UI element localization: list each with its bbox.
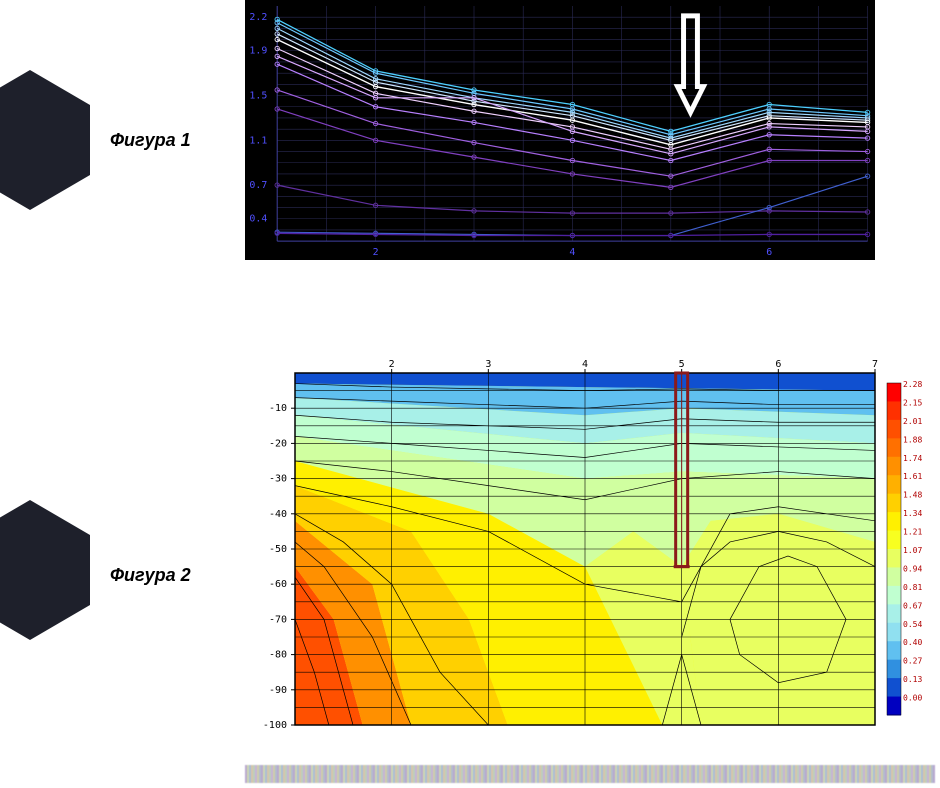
svg-text:2.15: 2.15 — [903, 398, 922, 407]
svg-text:1.74: 1.74 — [903, 454, 922, 463]
svg-text:6: 6 — [766, 247, 772, 258]
svg-text:1.48: 1.48 — [903, 491, 922, 500]
svg-text:2.28: 2.28 — [903, 380, 922, 389]
svg-text:2: 2 — [373, 247, 379, 258]
svg-text:0.40: 0.40 — [903, 638, 922, 647]
hex-marker-1 — [0, 70, 90, 210]
line-chart-panel: 0.4 0.7 1.1 1.5 1.9 2.2 2 4 6 — [245, 0, 875, 260]
svg-text:-90: -90 — [269, 685, 287, 696]
svg-text:-10: -10 — [269, 403, 287, 414]
svg-text:-30: -30 — [269, 474, 287, 485]
svg-text:1.07: 1.07 — [903, 546, 922, 555]
svg-text:-70: -70 — [269, 614, 287, 625]
svg-text:2: 2 — [389, 359, 395, 370]
svg-text:2.01: 2.01 — [903, 417, 922, 426]
noise-strip — [245, 765, 935, 783]
line-chart-svg: 0.4 0.7 1.1 1.5 1.9 2.2 2 4 6 — [246, 1, 874, 259]
svg-text:0.7: 0.7 — [249, 180, 267, 191]
svg-text:-80: -80 — [269, 650, 287, 661]
svg-text:1.9: 1.9 — [249, 46, 267, 57]
svg-text:-60: -60 — [269, 579, 287, 590]
contour-chart-panel: 2 3 4 5 6 7 -10 -20 -30 -40 -50 -60 -70 -80 -90 -100 2.2… — [245, 355, 935, 730]
svg-text:0.67: 0.67 — [903, 601, 922, 610]
svg-text:4: 4 — [582, 359, 588, 370]
svg-text:5: 5 — [679, 359, 685, 370]
svg-text:0.94: 0.94 — [903, 564, 922, 573]
contour-chart-svg: 2 3 4 5 6 7 -10 -20 -30 -40 -50 -60 -70 -80 -90 -100 2.2… — [245, 355, 935, 730]
svg-text:1.5: 1.5 — [249, 91, 267, 102]
svg-text:1.88: 1.88 — [903, 435, 922, 444]
svg-text:2.2: 2.2 — [249, 12, 267, 23]
svg-text:0.81: 0.81 — [903, 583, 922, 592]
svg-text:-50: -50 — [269, 544, 287, 555]
figure-1-label: Фигура 1 — [110, 130, 191, 151]
svg-text:0.27: 0.27 — [903, 657, 922, 666]
svg-text:1.61: 1.61 — [903, 472, 922, 481]
svg-text:1.1: 1.1 — [249, 135, 267, 146]
svg-text:-100: -100 — [263, 720, 287, 730]
figure-2-label: Фигура 2 — [110, 565, 191, 586]
svg-text:0.4: 0.4 — [249, 214, 267, 225]
svg-text:0.13: 0.13 — [903, 675, 922, 684]
svg-text:3: 3 — [485, 359, 491, 370]
hex-marker-2 — [0, 500, 90, 640]
svg-text:1.34: 1.34 — [903, 509, 922, 518]
svg-text:6: 6 — [775, 359, 781, 370]
svg-text:-20: -20 — [269, 438, 287, 449]
svg-text:7: 7 — [872, 359, 878, 370]
svg-text:4: 4 — [569, 247, 575, 258]
svg-text:0.00: 0.00 — [903, 694, 922, 703]
svg-text:-40: -40 — [269, 509, 287, 520]
svg-text:1.21: 1.21 — [903, 528, 922, 537]
svg-text:0.54: 0.54 — [903, 620, 922, 629]
